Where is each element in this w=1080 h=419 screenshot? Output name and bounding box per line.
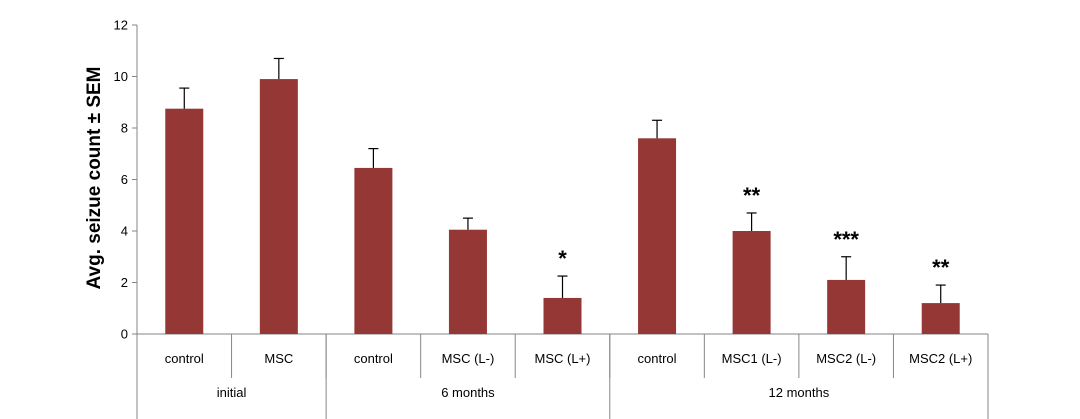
- x-category-label: MSC (L-): [442, 351, 495, 366]
- x-category-label: MSC2 (L-): [816, 351, 876, 366]
- y-tick-label: 4: [121, 224, 128, 239]
- bar: [354, 167, 393, 334]
- bar: [543, 297, 582, 334]
- bar: [165, 108, 204, 334]
- bar: [638, 138, 677, 334]
- y-tick-label: 0: [121, 327, 128, 342]
- y-axis-label: Avg. seizue count ± SEM: [84, 67, 105, 290]
- x-category-label: control: [354, 351, 393, 366]
- group-label: 6 months: [441, 385, 495, 400]
- bar: [448, 229, 487, 334]
- plot-area: 0 2 4 6 8 10 12 initial 6 months 12 months control…: [114, 18, 989, 419]
- bar: [732, 231, 771, 334]
- x-category-label: MSC: [264, 351, 293, 366]
- bar: [827, 279, 866, 334]
- significance-marker: *: [558, 246, 567, 271]
- x-category-label: MSC2 (L+): [909, 351, 972, 366]
- significance-marker: **: [743, 183, 761, 208]
- y-tick-label: 12: [114, 18, 128, 33]
- y-tick-label: 2: [121, 275, 128, 290]
- bar: [921, 303, 960, 334]
- y-tick-label: 8: [121, 121, 128, 136]
- x-category-label: MSC1 (L-): [722, 351, 782, 366]
- significance-marker: **: [932, 255, 950, 280]
- y-tick-label: 10: [114, 69, 128, 84]
- bar: [259, 79, 298, 334]
- x-category-label: control: [165, 351, 204, 366]
- y-tick-label: 6: [121, 172, 128, 187]
- x-category-label: MSC (L+): [535, 351, 591, 366]
- group-label: 12 months: [769, 385, 830, 400]
- group-label: initial: [217, 385, 247, 400]
- x-category-label: control: [638, 351, 677, 366]
- significance-marker: ***: [833, 227, 859, 252]
